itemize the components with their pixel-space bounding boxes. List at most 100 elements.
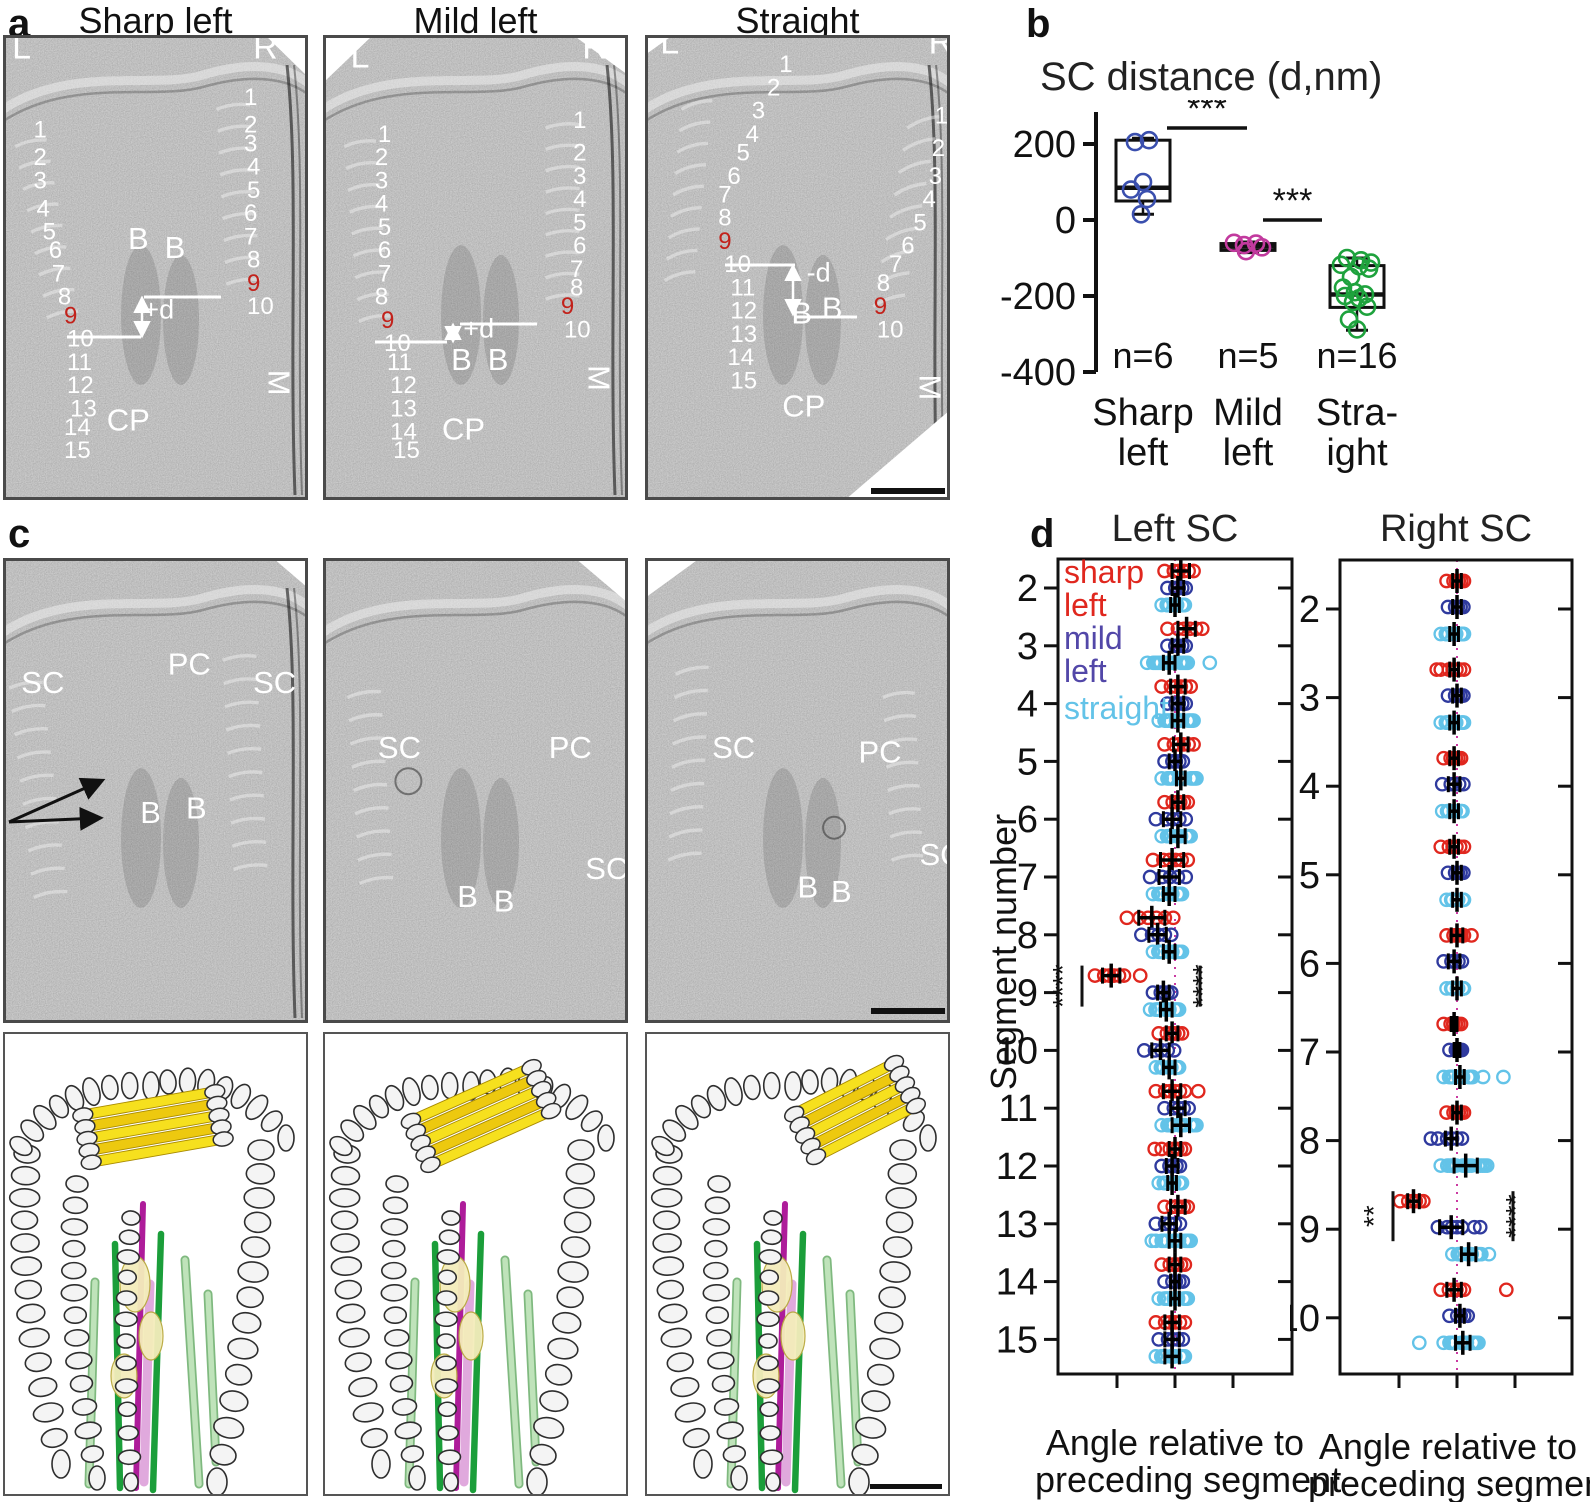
doublet-segment: [763, 1210, 783, 1226]
image-border: [645, 558, 950, 1023]
right-membrane: [285, 587, 297, 1019]
rib-stripe: [14, 138, 47, 149]
doublet-segment: [557, 1261, 589, 1283]
rib-stripe: [678, 120, 711, 133]
rib-stripe: [897, 159, 931, 175]
em-label-4: 4: [746, 121, 759, 148]
doublet-segment: [742, 1074, 761, 1101]
doublet-segment: [18, 1327, 50, 1348]
legend-sharp-line2: left: [1064, 587, 1107, 623]
doublet-segment: [866, 1363, 895, 1386]
segment-tick-label: 3: [1299, 678, 1320, 720]
data-point: [1236, 241, 1256, 261]
segment-tick-label: 15: [996, 1319, 1038, 1361]
segment-tick-label: 4: [1299, 766, 1320, 808]
rib-stripe: [226, 746, 262, 755]
membrane-band: [3, 62, 308, 115]
segment-tick-label: 6: [1017, 799, 1038, 841]
rib-stripe: [889, 830, 923, 839]
axoneme-rod: [824, 1257, 844, 1487]
rib-stripe: [46, 309, 79, 320]
em-label-b: B: [494, 883, 515, 918]
data-point: [1144, 1233, 1160, 1249]
doublet-segment: [650, 1187, 683, 1208]
data-point: [1202, 655, 1218, 671]
doublet-segment: [539, 1390, 569, 1413]
doublet-segment: [436, 1249, 461, 1265]
doublet-segment: [63, 1306, 88, 1325]
doublet-segment: [716, 1421, 744, 1440]
em-label-3: 3: [752, 98, 765, 125]
dense-band: [805, 778, 841, 908]
doublet-segment: [887, 1163, 918, 1185]
doublet-segment: [330, 1256, 363, 1276]
em-label-14: 14: [727, 344, 754, 371]
doublet-segment: [765, 1472, 781, 1492]
doublet-segment: [670, 1377, 700, 1398]
rib-stripe: [347, 182, 380, 192]
doublet-segment: [213, 1416, 245, 1439]
em-label-1: 1: [935, 102, 948, 129]
doublet-segment: [380, 1261, 407, 1280]
doublet-segment: [82, 1077, 101, 1107]
doublet-segment: [230, 1083, 252, 1110]
doublet-segment: [705, 1306, 730, 1325]
rib-stripe: [887, 783, 920, 793]
rib-stripe: [665, 248, 698, 261]
legend-mild-line1: mild: [1064, 620, 1123, 656]
doublet-segment: [851, 1443, 879, 1466]
em-label-7: 7: [889, 251, 902, 278]
significance-stars: ***: [1187, 100, 1227, 128]
data-point: [1333, 278, 1353, 297]
caption-line: Angle relative to: [1318, 1426, 1578, 1467]
em-title-mild-left: Mild left: [413, 0, 538, 41]
right-xaxis-caption: Angle relative to preceding segment: [1308, 1426, 1590, 1502]
em-label-6: 6: [901, 233, 914, 260]
corner-cut: [845, 410, 950, 500]
em-label-5: 5: [913, 209, 926, 236]
rib-stripe: [11, 703, 46, 714]
dense-band: [441, 768, 481, 908]
doublet-segment: [117, 1401, 138, 1418]
doublet-segment: [352, 1402, 384, 1423]
scale-bar: [871, 488, 945, 494]
doublet-segment: [227, 1337, 259, 1360]
rib-stripe: [906, 114, 940, 130]
em-label-m: M: [581, 365, 616, 391]
doublet-segment: [759, 1401, 780, 1418]
membrane-edge: [3, 77, 308, 124]
doublet-segment: [16, 1303, 46, 1324]
doublet-segment: [385, 1351, 413, 1370]
data-point: [1445, 1246, 1460, 1262]
doublet-segment: [905, 1097, 927, 1115]
doublet-segment: [885, 1211, 914, 1234]
data-point: [1139, 130, 1159, 150]
rib-stripe: [876, 271, 910, 286]
rib-stripe: [545, 143, 580, 151]
doublet-segment: [435, 1290, 458, 1306]
data-point: [1347, 320, 1367, 339]
n-label: n=5: [1217, 335, 1278, 376]
doublet-segment: [704, 1239, 728, 1258]
data-point: [1479, 1158, 1495, 1173]
doublet-segment: [80, 1154, 102, 1171]
image-border: [323, 1032, 628, 1496]
em-label-10: 10: [724, 251, 751, 278]
rib-stripe: [33, 889, 68, 900]
em-label-9: 9: [381, 307, 394, 334]
data-point: [1467, 1219, 1482, 1235]
doublet-segment: [652, 1256, 685, 1276]
corner-cut: [273, 558, 308, 588]
em-label-b: B: [791, 295, 812, 330]
doublet-segment: [702, 1261, 729, 1280]
em-label-15: 15: [64, 437, 91, 464]
rib-stripe: [672, 712, 708, 723]
axoneme-rod: [182, 1257, 202, 1487]
doublet-segment: [224, 1363, 253, 1386]
vesicle-ring: [822, 815, 847, 840]
density-blob: [138, 1311, 164, 1361]
rib-stripe: [24, 820, 60, 830]
membrane-edge: [323, 600, 628, 647]
doublet-segment: [652, 1233, 682, 1253]
